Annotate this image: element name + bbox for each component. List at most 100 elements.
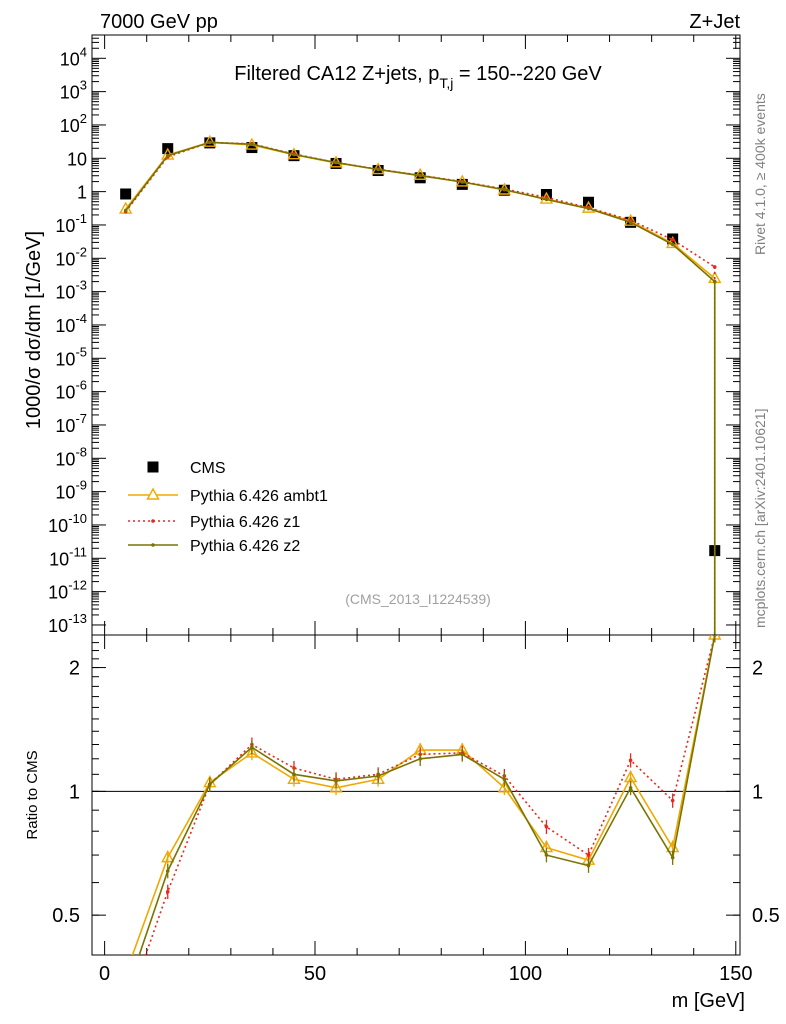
- series-marker: [670, 237, 675, 242]
- main-y-tick-label: 10-6: [55, 378, 87, 403]
- series-marker: [292, 152, 296, 157]
- cms-data-point: [456, 178, 468, 190]
- series-line: [125, 141, 716, 280]
- main-y-tick-label: 10-4: [55, 311, 87, 336]
- main-y-tick-label: 102: [60, 111, 87, 136]
- main-y-axis-label: 1000/σ dσ/dm [1/GeV]: [23, 231, 45, 429]
- main-y-tick-label: 10: [67, 149, 87, 169]
- ratio-y-tick-label-right: 1: [752, 781, 763, 803]
- main-title: Filtered CA12 Z+jets, pT,j = 150--220 Ge…: [234, 63, 602, 91]
- ratio-y-tick-label: 0.5: [52, 905, 80, 927]
- main-y-tick-label: 10-13: [48, 611, 87, 636]
- main-y-tick-label: 10-1: [55, 211, 87, 236]
- ratio-series-pythia-6-426-z2: [124, 635, 717, 997]
- ratio-series-pythia-6-426-ambt1: [120, 635, 722, 978]
- series-pythia-6-426-z2: [123, 140, 717, 635]
- ratio-series-marker: [161, 850, 175, 863]
- ratio-series-marker: [371, 771, 385, 784]
- main-y-tick-label: 10-3: [55, 278, 87, 303]
- rivet-label: Rivet 4.1.0, ≥ 400k events: [752, 93, 768, 255]
- legend: CMS Pythia 6.426 ambt1 Pythia 6.426 z1 Pyth…: [128, 460, 328, 555]
- x-tick-label: 50: [304, 963, 326, 985]
- ratio-series-marker: [165, 869, 170, 873]
- ratio-series-marker: [376, 774, 380, 778]
- series-pythia-6-426-z1: [123, 140, 717, 635]
- legend-marker: [146, 487, 160, 500]
- ratio-y-axis-label: Ratio to CMS: [24, 750, 41, 839]
- x-tick-label: 150: [719, 963, 752, 985]
- ratio-series-marker: [418, 756, 423, 761]
- series-line: [125, 141, 716, 283]
- series-marker: [670, 242, 675, 247]
- legend-label: Pythia 6.426 z1: [190, 514, 300, 531]
- ratio-series-marker: [245, 745, 259, 758]
- ratio-series-line: [138, 635, 716, 955]
- x-tick-label: 0: [99, 963, 110, 985]
- ratio-plot-frame: [91, 634, 741, 956]
- ratio-series-pythia-6-426-z1: [124, 635, 717, 1015]
- series-marker: [123, 208, 128, 213]
- legend-marker: [151, 519, 155, 523]
- main-y-tick-label: 10-10: [48, 511, 87, 536]
- series-marker: [376, 167, 380, 172]
- series-marker: [712, 279, 717, 284]
- series-marker: [413, 167, 427, 180]
- ratio-series-marker: [165, 889, 170, 894]
- process-label: Z+Jet: [689, 11, 740, 33]
- series-marker: [460, 180, 465, 184]
- ratio-series-marker: [670, 798, 675, 803]
- ratio-series-marker: [586, 863, 591, 868]
- ratio-series-marker: [287, 771, 301, 784]
- series-marker: [623, 213, 638, 226]
- ratio-y-tick-label-right: 2: [752, 658, 763, 680]
- ratio-series-line: [144, 635, 716, 955]
- legend-marker: [147, 461, 159, 473]
- main-y-tick-label: 103: [60, 78, 87, 103]
- legend-entry: Pythia 6.426 z2: [128, 538, 300, 555]
- series-marker: [250, 142, 254, 146]
- ratio-series-line: [131, 635, 716, 955]
- main-y-tick-label: 10-12: [48, 578, 87, 603]
- series-line: [125, 141, 716, 268]
- main-y-tick-label: 10-8: [55, 444, 87, 469]
- cms-data-point: [540, 189, 552, 201]
- ratio-series-marker: [502, 777, 507, 782]
- ratio-series-marker: [544, 824, 549, 829]
- x-axis-label: m [GeV]: [672, 990, 745, 1012]
- ratio-series-marker: [329, 780, 343, 793]
- ratio-series-marker: [120, 968, 131, 978]
- analysis-id-label: (CMS_2013_I1224539): [345, 591, 491, 607]
- cms-data-point: [414, 172, 426, 184]
- mcplots-label: mcplots.cern.ch [arXiv:2401.10621]: [752, 409, 768, 628]
- series-marker: [418, 173, 423, 178]
- series-marker: [203, 134, 217, 147]
- cms-data-point: [246, 142, 258, 154]
- ratio-y-tick-label-right: 0.5: [752, 905, 780, 927]
- ratio-plot: 0.5 0.5 1 1 2 2 0 50 100 150 Ratio to CMS m [GeV]: [24, 634, 780, 1015]
- ratio-series-marker: [124, 993, 128, 997]
- series-marker: [712, 265, 717, 269]
- ratio-y-tick-label: 1: [69, 781, 80, 803]
- ratio-y-tick-label: 2: [69, 658, 80, 680]
- series-marker: [334, 160, 338, 165]
- main-y-tick-label: 10-11: [49, 544, 87, 569]
- ratio-series-marker: [712, 635, 717, 637]
- main-y-tick-label: 104: [60, 44, 87, 69]
- ratio-series-marker: [124, 1011, 128, 1015]
- main-y-tick-label: 10-2: [55, 244, 87, 269]
- main-plot: 10-1310-1210-1110-1010-910-810-710-610-5…: [23, 34, 741, 636]
- ratio-series-marker: [497, 780, 512, 793]
- legend-entry: Pythia 6.426 z1: [128, 514, 300, 531]
- main-y-tick-label: 10-9: [55, 478, 87, 503]
- series-marker: [544, 197, 549, 202]
- ratio-series-marker: [628, 758, 633, 763]
- ratio-series-marker: [670, 855, 675, 860]
- legend-label: CMS: [190, 460, 226, 477]
- legend-label: Pythia 6.426 ambt1: [190, 488, 328, 505]
- legend-label: Pythia 6.426 z2: [190, 538, 300, 555]
- energy-label: 7000 GeV pp: [100, 11, 218, 33]
- legend-entry: Pythia 6.426 ambt1: [128, 487, 328, 505]
- ratio-series-marker: [460, 752, 465, 757]
- ratio-series-marker: [586, 853, 591, 857]
